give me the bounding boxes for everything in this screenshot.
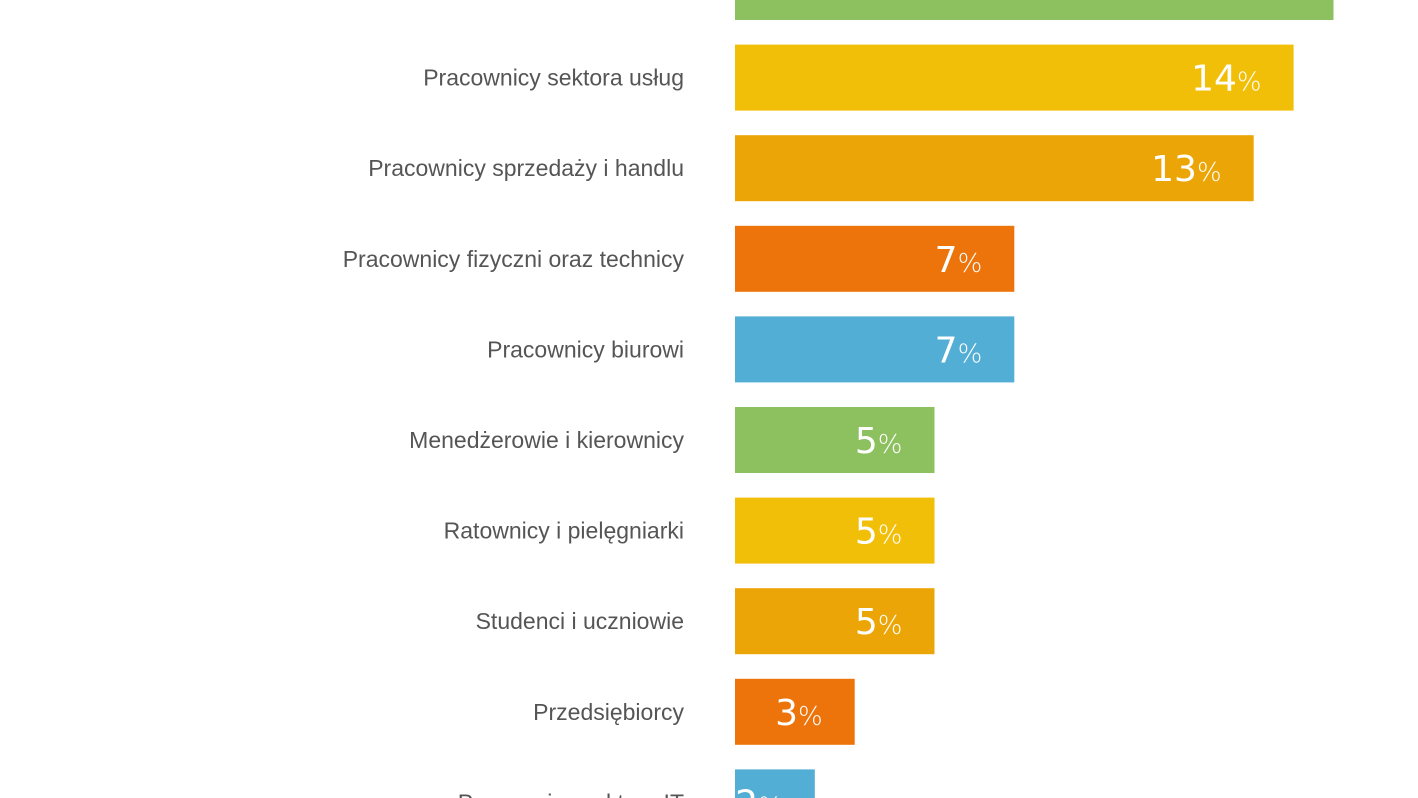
category-label-3: Pracownicy fizyczni oraz technicy	[343, 246, 685, 272]
value-label-7: 5%	[855, 602, 903, 643]
category-label-4: Pracownicy biurowi	[487, 336, 684, 362]
category-label-8: Przedsiębiorcy	[533, 699, 684, 725]
bar-2	[735, 135, 1254, 202]
value-label-1: 14%	[1191, 59, 1262, 100]
bar-4	[735, 316, 1015, 383]
bar-5	[735, 407, 935, 473]
category-label-2: Pracownicy sprzedaży i handlu	[368, 155, 684, 181]
value-label-4: 7%	[935, 330, 983, 371]
bar-1	[735, 44, 1294, 111]
bar-6	[735, 497, 935, 564]
value-label-8: 3%	[775, 693, 823, 734]
bar-9	[735, 769, 815, 798]
category-label-7: Studenci i uczniowie	[476, 608, 684, 634]
bar-7	[735, 588, 935, 655]
value-label-6: 5%	[855, 512, 903, 553]
value-label-9: 2%	[735, 783, 783, 798]
category-label-1: Pracownicy sektora usług	[423, 65, 684, 91]
bar-8	[735, 678, 855, 745]
bar-3	[735, 225, 1015, 292]
category-label-6: Ratownicy i pielęgniarki	[444, 518, 684, 544]
category-label-5: Menedżerowie i kierownicy	[409, 427, 684, 453]
value-label-3: 7%	[935, 240, 983, 281]
value-label-2: 13%	[1151, 149, 1222, 190]
category-label-9: Pracownicy sektora IT	[458, 789, 684, 798]
bar-0	[735, 0, 1334, 20]
value-label-5: 5%	[855, 421, 903, 462]
